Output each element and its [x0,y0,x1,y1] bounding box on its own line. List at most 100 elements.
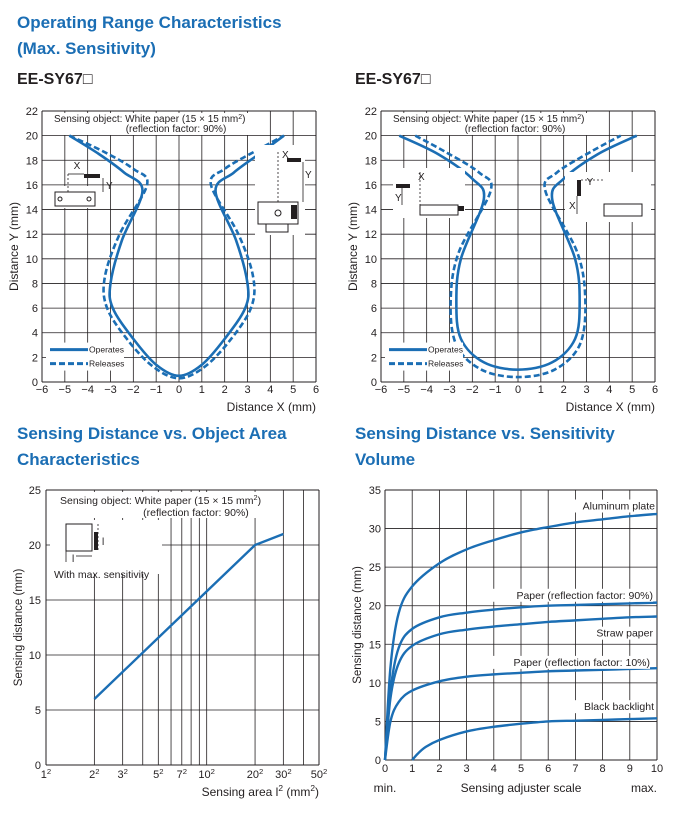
series-label: Straw paper [596,628,653,640]
dimension-label-y: Y [587,177,594,188]
y-tick-label: 10 [26,254,38,266]
chart-distance-area: 12 22 32 52 72 102 202 302 5020510152025Sensing … [13,485,327,799]
annotation-background [52,113,252,135]
series-line-4 [383,667,658,761]
sensor-body-icon [54,191,96,207]
superscript: 2 [253,493,257,502]
title-line-2: (Max. Sensitivity) [17,39,156,58]
dimension-label-l: l [102,537,104,548]
dimension-label-x: X [74,161,81,172]
x-tick-label: 0 [382,763,388,775]
annotation-background [391,113,591,135]
superscript: 2 [159,767,163,776]
sensor-hole-icon [86,196,92,202]
text-part: Sensing object: White paper (15 × 15 mm [393,114,577,125]
y-tick-label: 2 [32,352,38,364]
x-tick-label: −3 [104,384,117,396]
series-line-releases [68,134,285,380]
target-object-icon [396,184,410,188]
dimension-label-y: Y [106,181,113,192]
target-object-icon [84,174,100,178]
annotation-line-2: (reflection factor: 90%) [465,124,566,135]
y-tick-label: 14 [365,205,377,217]
chart-distance-sensitivity: 0 1 2 3 4 5 6 7 8 9 10 0 5 10 15 20 25 30 35 Sensing distan… [352,485,663,795]
x-axis-label: Sensing adjuster scale [461,781,582,795]
superscript: 2 [278,783,283,793]
target-object-icon [287,158,301,162]
x-tick-label: 2 [436,763,442,775]
series-line-operates [398,134,638,371]
superscript: 2 [211,767,215,776]
legend-background [385,342,463,371]
x-tick-label: 502 [311,767,328,782]
y-tick-label: 22 [26,106,38,118]
x-tick-label: 8 [600,763,606,775]
sensor-connector-icon [265,223,289,233]
dimension-label-y: Y [305,170,312,181]
y-tick-label: 18 [26,155,38,167]
x-tick-label: 2 [222,384,228,396]
series-label-background [473,588,653,602]
series-line-releases [414,134,622,379]
x-tick-label: 9 [627,763,633,775]
superscript: 2 [238,114,242,121]
x-tick-label: −6 [375,384,388,396]
y-tick-label: 2 [371,352,377,364]
text-part: 10 [198,769,210,781]
y-tick-label: 20 [365,131,377,143]
x-tick-label: 12 [41,767,51,782]
text-part: 2 [89,769,95,781]
y-tick-label: 20 [369,601,381,613]
sensor-hole-icon [57,196,63,202]
dimension-label-l: l [72,554,74,565]
y-tick-label: 4 [32,328,38,340]
y-tick-label: 4 [371,328,377,340]
y-tick-label: 20 [26,131,38,143]
legend-label-releases: Releases [89,359,124,369]
legend-label-operates: Operates [89,345,124,355]
x-tick-label: 4 [606,384,612,396]
sensor-hole-icon [274,209,282,217]
superscript: 2 [95,767,99,776]
title-line-1: Operating Range Characteristics [17,13,282,32]
annotation-line-2: (reflection factor: 90%) [143,507,249,519]
x-tick-label: 72 [177,767,187,782]
y-tick-label: 16 [365,180,377,192]
x-tick-label: 1 [199,384,205,396]
sensor-connector-icon [458,206,464,211]
text-part: (mm [283,785,310,799]
target-object-icon [577,180,581,196]
legend-label-operates: Operates [428,345,463,355]
x-tick-label: 202 [247,767,264,782]
legend: Operates Releases [385,342,463,371]
x-tick-label: −2 [466,384,479,396]
y-tick-label: 25 [29,485,41,497]
dimension-label-x: X [418,172,425,183]
title-line-2: Characteristics [17,450,140,469]
y-tick-label: 8 [371,278,377,290]
section-title-operating-range: Operating Range Characteristics (Max. Se… [17,10,282,62]
x-tick-label: 6 [313,384,319,396]
superscript: 2 [287,767,291,776]
y-tick-label: 10 [365,254,377,266]
y-tick-label: 10 [29,650,41,662]
series-label-background [583,626,653,640]
x-tick-label: 6 [652,384,658,396]
y-tick-label: 20 [29,540,41,552]
y-tick-label: 8 [32,278,38,290]
x-tick-label: −3 [443,384,456,396]
text-part: 50 [311,769,323,781]
text-part: 5 [153,769,159,781]
series-line-2 [383,601,658,761]
annotation-line-1: Sensing object: White paper (15 × 15 mm2… [393,114,585,126]
series-line-operates [68,134,285,378]
x-tick-label: −4 [81,384,94,396]
x-axis-label: Sensing area l2 (mm2) [202,783,319,799]
dimension-label-x: X [569,201,576,212]
text-part: Sensing object: White paper (15 × 15 mm [54,114,238,125]
x-tick-label: 102 [198,767,215,782]
x-tick-label: 0 [515,384,521,396]
model-label-left: EE-SY67□ [17,71,93,88]
text-part: Sensing object: White paper (15 × 15 mm [60,495,254,507]
